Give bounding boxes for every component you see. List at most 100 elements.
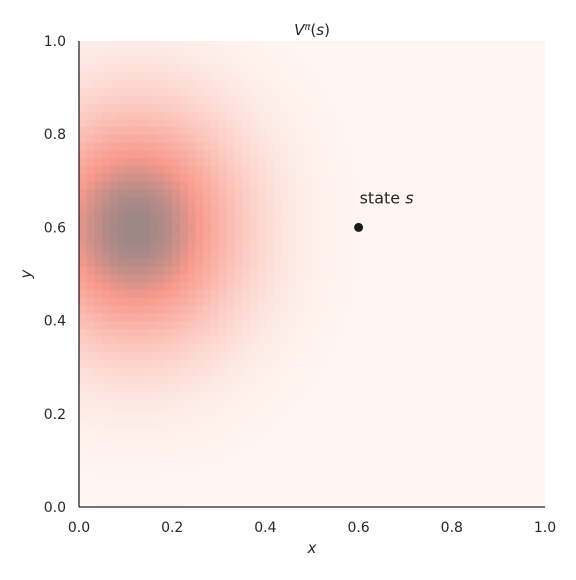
heatmap-cell (117, 406, 127, 415)
heatmap-cell (343, 460, 352, 469)
heatmap-cell (179, 79, 189, 89)
heatmap-cell (366, 429, 375, 438)
heatmap-cell (537, 413, 546, 423)
heatmap-cell (148, 398, 158, 407)
heatmap-cell (490, 56, 499, 65)
heatmap-cell (203, 196, 212, 205)
heatmap-cell (490, 165, 499, 174)
heatmap-cell (242, 118, 251, 128)
heatmap-cell (141, 367, 150, 376)
heatmap-cell (366, 180, 375, 190)
heatmap-cell (366, 297, 375, 306)
heatmap-cell (537, 289, 546, 298)
heatmap-cell (358, 173, 367, 182)
heatmap-cell (506, 48, 515, 58)
heatmap-cell (319, 95, 329, 104)
heatmap-cell (405, 452, 414, 461)
heatmap-cell (451, 382, 461, 392)
heatmap-cell (358, 211, 367, 221)
heatmap-cell (405, 406, 414, 415)
heatmap-cell (187, 437, 197, 446)
heatmap-cell (358, 274, 367, 283)
heatmap-cell (335, 413, 344, 423)
heatmap-cell (343, 274, 352, 283)
heatmap-cell (428, 64, 437, 73)
heatmap-cell (366, 320, 375, 329)
heatmap-cell (498, 79, 507, 89)
heatmap-cell (187, 141, 197, 151)
heatmap-cell (234, 149, 243, 159)
heatmap-cell (475, 72, 484, 81)
heatmap-cell (133, 367, 142, 376)
heatmap-cell (86, 406, 96, 415)
heatmap-cell (498, 382, 507, 392)
heatmap-cell (482, 48, 492, 58)
heatmap-cell (102, 452, 111, 461)
heatmap-cell (420, 64, 430, 73)
heatmap-cell (405, 165, 414, 174)
heatmap-cell (381, 328, 391, 337)
heatmap-cell (420, 219, 430, 228)
heatmap-cell (381, 491, 391, 500)
heatmap-cell (366, 475, 375, 485)
heatmap-cell (389, 79, 399, 89)
heatmap-cell (304, 429, 313, 438)
heatmap-cell (381, 56, 391, 65)
heatmap-cell (273, 72, 282, 81)
title-paren-close: ) (324, 21, 330, 39)
heatmap-cell (405, 351, 414, 361)
heatmap-cell (350, 250, 360, 260)
heatmap-cell (172, 235, 181, 244)
heatmap-cell (148, 56, 158, 65)
heatmap-cell (133, 297, 142, 306)
heatmap-cell (125, 242, 134, 252)
heatmap-cell (521, 103, 531, 112)
heatmap-cell (211, 126, 220, 135)
heatmap-cell (312, 188, 321, 197)
heatmap-cell (397, 126, 406, 135)
heatmap-cell (467, 188, 476, 197)
heatmap-cell (374, 491, 383, 500)
heatmap-cell (490, 242, 499, 252)
heatmap-cell (498, 211, 507, 221)
heatmap-cell (335, 274, 344, 283)
heatmap-cell (420, 72, 430, 81)
heatmap-cell (117, 149, 127, 159)
heatmap-cell (288, 483, 298, 493)
heatmap-cell (513, 359, 523, 368)
heatmap-cell (187, 196, 197, 205)
heatmap-cell (203, 343, 212, 353)
heatmap-cell (506, 421, 515, 430)
heatmap-cell (94, 336, 103, 345)
heatmap-cell (148, 165, 158, 174)
heatmap-cell (203, 382, 212, 392)
heatmap-cell (110, 437, 119, 446)
heatmap-cell (273, 157, 282, 166)
heatmap-cell (444, 165, 453, 174)
heatmap-cell (203, 157, 212, 166)
heatmap-cell (296, 242, 305, 252)
heatmap-cell (86, 188, 96, 197)
heatmap-cell (529, 110, 538, 120)
heatmap-cell (226, 211, 235, 221)
heatmap-cell (102, 211, 111, 221)
heatmap-cell (179, 64, 189, 73)
heatmap-cell (265, 343, 274, 353)
heatmap-cell (110, 468, 119, 477)
heatmap-cell (273, 110, 282, 120)
heatmap-cell (335, 289, 344, 298)
heatmap-cell (412, 499, 422, 508)
heatmap-cell (203, 141, 212, 151)
heatmap-cell (319, 196, 329, 205)
heatmap-cell (242, 266, 251, 275)
heatmap-cell (482, 452, 492, 461)
heatmap-cell (280, 72, 290, 81)
heatmap-cell (436, 126, 445, 135)
heatmap-cell (335, 351, 344, 361)
heatmap-cell (296, 444, 305, 454)
heatmap-cell (249, 103, 259, 112)
heatmap-cell (405, 188, 414, 197)
heatmap-cell (319, 165, 329, 174)
heatmap-cell (358, 336, 367, 345)
heatmap-cell (420, 118, 430, 128)
